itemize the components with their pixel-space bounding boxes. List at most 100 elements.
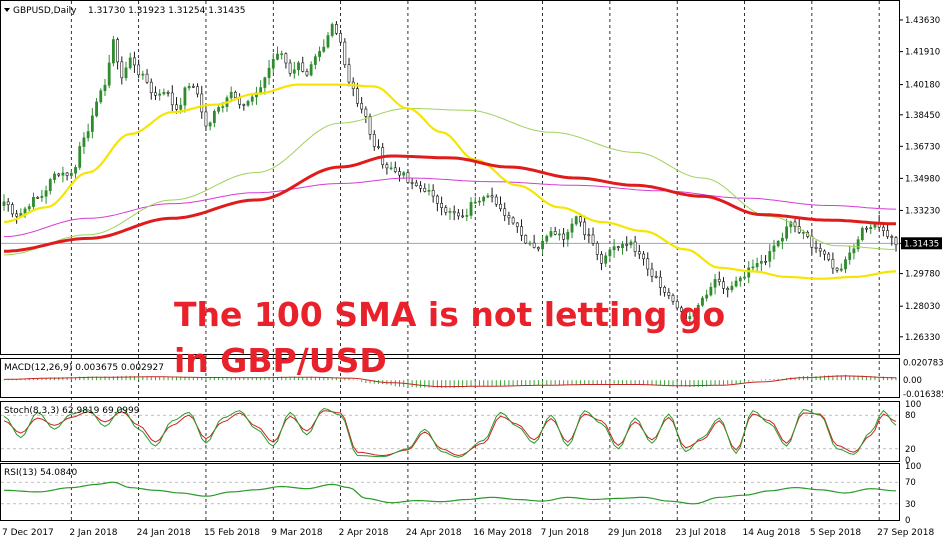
- candle-body: [23, 208, 27, 214]
- candle-body: [532, 242, 536, 248]
- candle-body: [764, 260, 767, 263]
- candle-body: [90, 115, 94, 132]
- candle-body: [74, 167, 77, 174]
- candle-body: [364, 108, 368, 117]
- candle-body: [410, 182, 414, 184]
- macd-y-label: 0.00: [903, 376, 922, 386]
- candle-body: [490, 195, 494, 198]
- candle-body: [120, 61, 124, 79]
- candle-body: [642, 253, 645, 260]
- candle-body: [515, 222, 519, 227]
- candle-body: [730, 285, 734, 291]
- candle-body: [377, 146, 380, 148]
- candle-body: [726, 288, 730, 291]
- candle-body: [671, 295, 675, 302]
- candle-body: [271, 59, 275, 69]
- current-price-label: 1.31435: [904, 239, 939, 249]
- candle-body: [141, 73, 145, 76]
- candle-body: [170, 92, 174, 106]
- y-tick-label: 1.41910: [905, 48, 940, 58]
- candle-body: [116, 39, 120, 63]
- candle-body: [844, 259, 847, 270]
- candle-body: [503, 208, 507, 216]
- candle-body: [234, 91, 237, 99]
- candle-body: [524, 235, 528, 244]
- rsi-y-label: 0: [905, 516, 910, 526]
- candle-body: [823, 250, 826, 255]
- candle-body: [692, 313, 696, 317]
- candle-body: [722, 281, 725, 289]
- candle-body: [633, 241, 637, 252]
- rsi-line: [3, 481, 897, 505]
- candle-body: [789, 221, 793, 228]
- candle-body: [717, 279, 721, 283]
- candle-body: [802, 232, 805, 234]
- x-tick-label: 15 Feb 2018: [204, 528, 260, 538]
- candle-body: [276, 53, 279, 60]
- candle-body: [284, 53, 288, 64]
- symbol-label: GBPUSD,Daily: [13, 6, 77, 16]
- candle-body: [772, 245, 776, 252]
- x-tick-label: 9 Mar 2018: [271, 528, 323, 538]
- x-tick-label: 27 Sep 2018: [877, 528, 934, 538]
- candle-body: [785, 226, 789, 239]
- candle-body: [166, 92, 170, 94]
- candle-body: [61, 172, 65, 176]
- candle-body: [881, 226, 885, 231]
- candle-body: [305, 71, 309, 76]
- candle-body: [423, 187, 427, 192]
- candle-body: [747, 267, 751, 278]
- candle-body: [440, 203, 443, 208]
- candle-body: [818, 248, 822, 252]
- candle-body: [469, 202, 473, 216]
- x-tick-label: 2 Apr 2018: [339, 528, 389, 538]
- candle-body: [865, 227, 868, 230]
- candle-body: [11, 204, 14, 215]
- x-tick-label: 24 Jan 2018: [137, 528, 191, 538]
- ohlc-values: 1.31730 1.31923 1.31254 1.31435: [88, 6, 245, 16]
- candle-body: [297, 62, 300, 71]
- sma-green-line: [3, 107, 896, 256]
- candle-body: [82, 137, 86, 147]
- x-tick-label: 29 Jun 2018: [608, 528, 662, 538]
- candle-body: [528, 242, 532, 245]
- candle-body: [32, 196, 35, 207]
- candle-body: [625, 244, 629, 246]
- candle-body: [208, 122, 212, 127]
- candle-body: [768, 251, 772, 262]
- dropdown-triangle-icon[interactable]: [4, 8, 10, 12]
- candle-body: [263, 77, 267, 88]
- candle-body: [494, 196, 498, 205]
- candle-body: [196, 86, 199, 95]
- candle-body: [175, 104, 178, 110]
- rsi-panel: [1, 481, 899, 505]
- candle-body: [658, 276, 662, 288]
- candle-body: [406, 172, 410, 183]
- candle-body: [65, 172, 69, 176]
- candle-body: [427, 190, 431, 192]
- candle-body: [663, 287, 666, 293]
- candle-body: [99, 90, 103, 103]
- candle-body: [827, 253, 831, 260]
- candle-body: [6, 201, 10, 205]
- candle-body: [229, 91, 233, 99]
- candle-body: [322, 46, 326, 52]
- candle-body: [95, 101, 98, 117]
- candle-body: [637, 251, 641, 255]
- candle-body: [684, 310, 688, 320]
- macd-signal-line: [3, 375, 896, 388]
- candle-body: [267, 67, 271, 78]
- candle-body: [574, 216, 578, 225]
- macd-y-label: 0.020783: [903, 358, 943, 368]
- x-tick-label: 5 Sep 2018: [810, 528, 862, 538]
- grid-layer: [1, 1, 899, 520]
- candle-body: [839, 268, 843, 271]
- candle-body: [133, 57, 136, 66]
- candle-body: [78, 146, 82, 168]
- rsi-y-label: 100: [905, 462, 921, 472]
- macd-y-label: -0.016385: [903, 390, 943, 400]
- candle-body: [162, 92, 166, 95]
- y-tick-label: 1.33230: [905, 206, 940, 216]
- candle-body: [886, 230, 889, 237]
